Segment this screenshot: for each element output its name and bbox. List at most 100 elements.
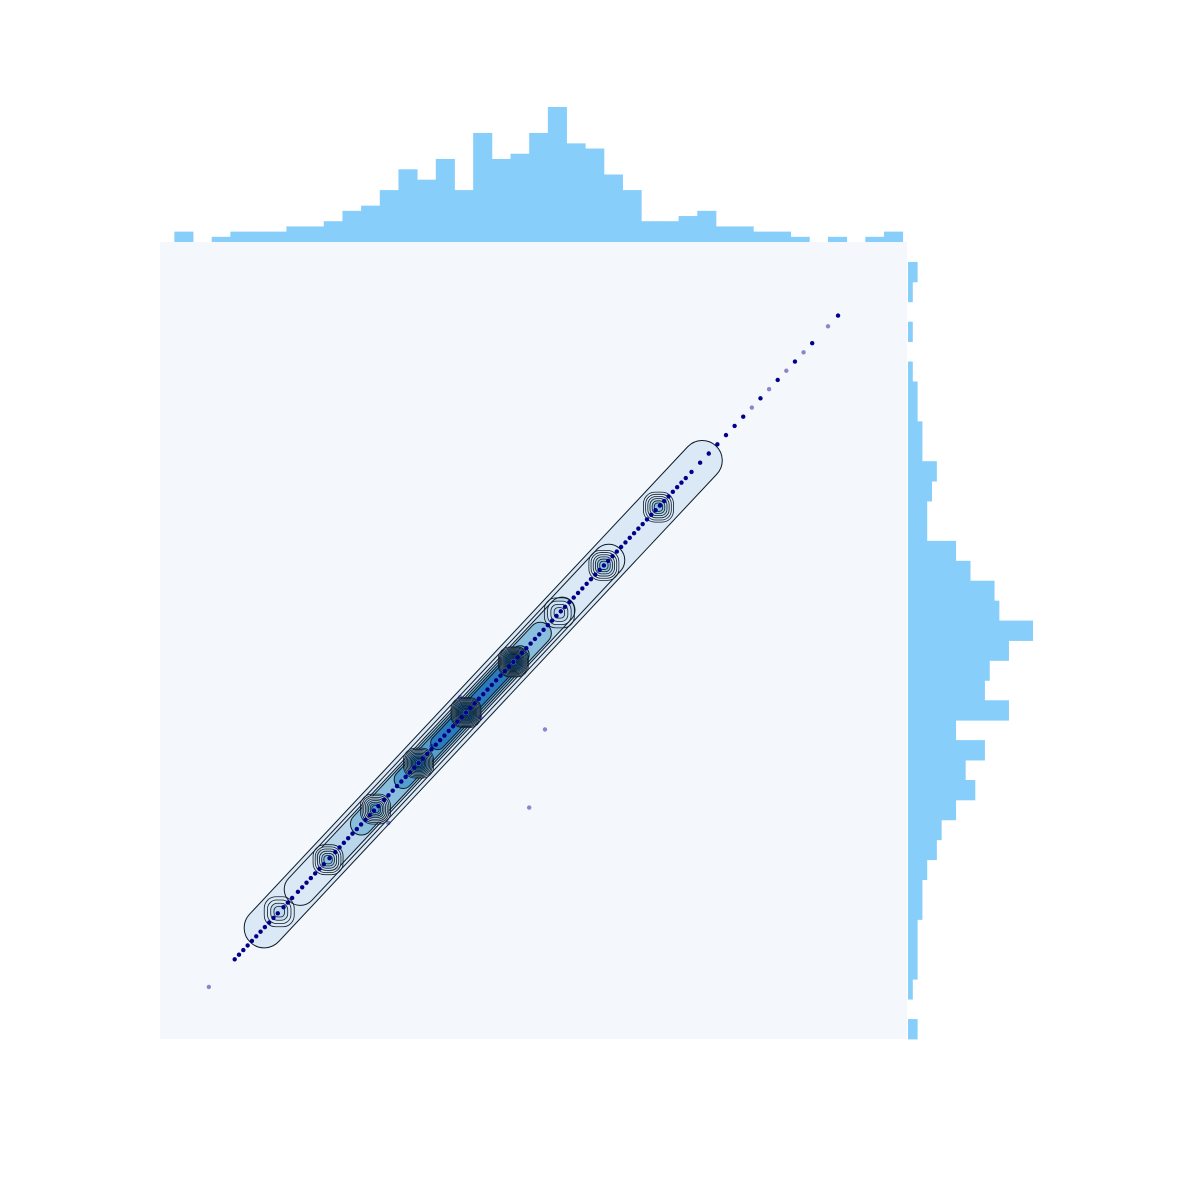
data-point [502, 668, 507, 674]
histogram-bar [342, 210, 362, 242]
histogram-bar [697, 210, 717, 242]
histogram-bar [249, 231, 269, 242]
histogram-bar [659, 221, 679, 242]
histogram-bar [908, 600, 1000, 621]
data-point [481, 691, 486, 697]
data-point [381, 797, 387, 803]
histogram-bar [435, 158, 455, 242]
histogram-bar [908, 959, 918, 980]
data-point [407, 770, 413, 775]
data-point [371, 808, 377, 813]
outlier-point [478, 714, 483, 720]
data-point [437, 737, 443, 743]
data-point [614, 549, 620, 554]
data-point [801, 350, 806, 355]
data-point [835, 313, 841, 318]
data-point [442, 733, 447, 738]
data-point [584, 581, 589, 586]
histogram-bar [908, 361, 913, 382]
histogram-bar [566, 143, 586, 242]
data-point [459, 714, 464, 720]
data-point [670, 489, 676, 495]
histogram-bar [908, 520, 928, 542]
data-point [666, 494, 671, 499]
data-point [281, 904, 286, 910]
histogram-bar [715, 226, 736, 242]
data-point [758, 396, 763, 401]
data-point [618, 544, 624, 550]
data-point [610, 554, 615, 559]
data-point [541, 627, 546, 632]
histogram-bar [417, 179, 437, 242]
data-point [515, 655, 520, 660]
data-point [245, 943, 250, 948]
data-point [236, 952, 242, 957]
data-point [420, 756, 426, 761]
histogram-bar [908, 461, 937, 482]
data-point [549, 618, 555, 623]
data-point [476, 696, 482, 701]
histogram-bar [908, 700, 1009, 721]
data-point [472, 701, 477, 706]
data-point [266, 920, 272, 925]
data-point [485, 687, 490, 692]
data-point [606, 558, 611, 563]
data-point [784, 368, 789, 373]
data-point [399, 779, 404, 784]
data-point [567, 599, 572, 605]
data-point [674, 485, 680, 490]
data-point [424, 751, 430, 757]
histogram-bar [491, 158, 511, 242]
data-point [341, 840, 347, 846]
data-point [519, 650, 525, 655]
histogram-bar [529, 132, 549, 242]
data-point [511, 659, 516, 665]
data-point [463, 710, 469, 715]
data-point [528, 641, 533, 646]
data-point [285, 900, 291, 905]
data-point [390, 788, 395, 793]
data-point [657, 503, 663, 508]
data-point [575, 590, 581, 596]
data-point [697, 460, 703, 465]
histogram-bar [473, 132, 493, 242]
data-point [601, 563, 607, 568]
histogram-bar [908, 919, 918, 940]
data-point [644, 517, 650, 522]
data-point [308, 875, 314, 881]
data-point [732, 423, 737, 429]
histogram-bar [908, 640, 1009, 661]
histogram-bar [585, 148, 605, 242]
data-point [321, 862, 326, 867]
outlier-point [386, 820, 391, 826]
density-peak-contour [588, 549, 620, 581]
data-point [394, 783, 400, 789]
marginal-histogram-x [174, 107, 904, 242]
data-point [593, 572, 598, 577]
histogram-bar [908, 720, 957, 741]
histogram-bar [678, 216, 698, 242]
histogram-bar [641, 221, 661, 242]
histogram-bar [908, 740, 985, 761]
data-point [254, 934, 259, 939]
marginal-histogram-y [908, 261, 1033, 1040]
density-peak-contour [403, 747, 434, 779]
histogram-bar [908, 501, 928, 522]
data-point [631, 531, 637, 536]
histogram-bar [908, 1019, 918, 1040]
data-point [489, 682, 495, 688]
data-point [304, 880, 309, 885]
data-point [493, 678, 499, 683]
data-point [545, 622, 551, 628]
data-point [689, 469, 694, 475]
data-point [416, 760, 421, 766]
data-point [723, 432, 729, 438]
data-point [386, 793, 391, 798]
data-point [358, 822, 364, 827]
density-peak-contour [543, 597, 575, 629]
histogram-bar [908, 580, 995, 602]
data-point [262, 924, 268, 930]
data-point [312, 871, 318, 876]
histogram-bar [267, 231, 287, 242]
